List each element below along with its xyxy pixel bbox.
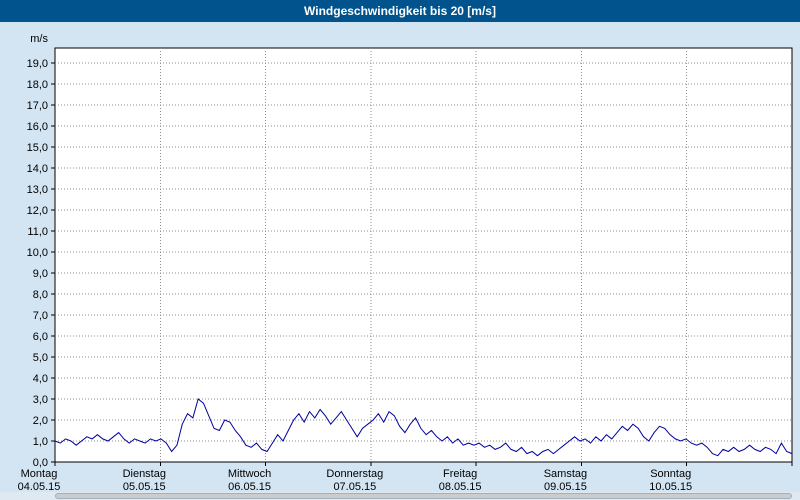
- y-tick-label: 2,0: [33, 415, 48, 427]
- x-day-name-label: Dienstag: [123, 468, 166, 480]
- y-axis: 0,0 1,0 2,0 3,0 4,0 5,0 6,0 7,0 8,0 9,0 10,0 11,0 12…: [27, 33, 55, 469]
- y-axis-unit-label: m/s: [30, 33, 48, 45]
- y-tick-label: 19,0: [27, 58, 48, 70]
- y-tick-label: 17,0: [27, 100, 48, 112]
- y-tick-label: 0,0: [33, 457, 48, 469]
- y-tick-label: 12,0: [27, 205, 48, 217]
- horizontal-scrollbar[interactable]: [0, 492, 800, 500]
- y-tick-label: 14,0: [27, 163, 48, 175]
- y-tick-label: 6,0: [33, 331, 48, 343]
- wind-speed-chart: 0,0 1,0 2,0 3,0 4,0 5,0 6,0 7,0 8,0 9,0 10,0 11,0 12…: [18, 33, 793, 492]
- x-day-name-label: Sonntag: [650, 468, 691, 480]
- y-tick-label: 3,0: [33, 394, 48, 406]
- wind-speed-line: [54, 398, 793, 457]
- x-day-date-label: 05.05.15: [123, 481, 166, 492]
- y-tick-label: 8,0: [33, 289, 48, 301]
- x-day-date-label: 10.05.15: [649, 481, 692, 492]
- x-day-date-label: 08.05.15: [439, 481, 482, 492]
- scrollbar-thumb[interactable]: [55, 493, 792, 499]
- y-tick-label: 15,0: [27, 142, 48, 154]
- gridlines: [55, 48, 792, 462]
- x-day-name-label: Donnerstag: [326, 468, 383, 480]
- y-tick-label: 10,0: [27, 247, 48, 259]
- x-day-date-label: 04.05.15: [18, 481, 61, 492]
- x-day-date-label: 09.05.15: [544, 481, 587, 492]
- x-day-name-label: Samstag: [544, 468, 587, 480]
- x-day-name-label: Montag: [21, 468, 58, 480]
- chart-title: Windgeschwindigkeit bis 20 [m/s]: [304, 4, 496, 18]
- y-tick-label: 16,0: [27, 121, 48, 133]
- x-day-date-label: 07.05.15: [333, 481, 376, 492]
- window-titlebar: Windgeschwindigkeit bis 20 [m/s]: [0, 0, 800, 22]
- x-day-date-label: 06.05.15: [228, 481, 271, 492]
- y-tick-label: 13,0: [27, 184, 48, 196]
- y-tick-label: 5,0: [33, 352, 48, 364]
- y-tick-label: 1,0: [33, 436, 48, 448]
- x-day-name-label: Freitag: [443, 468, 477, 480]
- x-day-name-label: Mittwoch: [228, 468, 271, 480]
- y-tick-label: 11,0: [27, 226, 48, 238]
- y-tick-label: 4,0: [33, 373, 48, 385]
- y-tick-label: 9,0: [33, 268, 48, 280]
- plot-area: [54, 47, 793, 463]
- y-tick-label: 7,0: [33, 310, 48, 322]
- y-tick-label: 18,0: [27, 79, 48, 91]
